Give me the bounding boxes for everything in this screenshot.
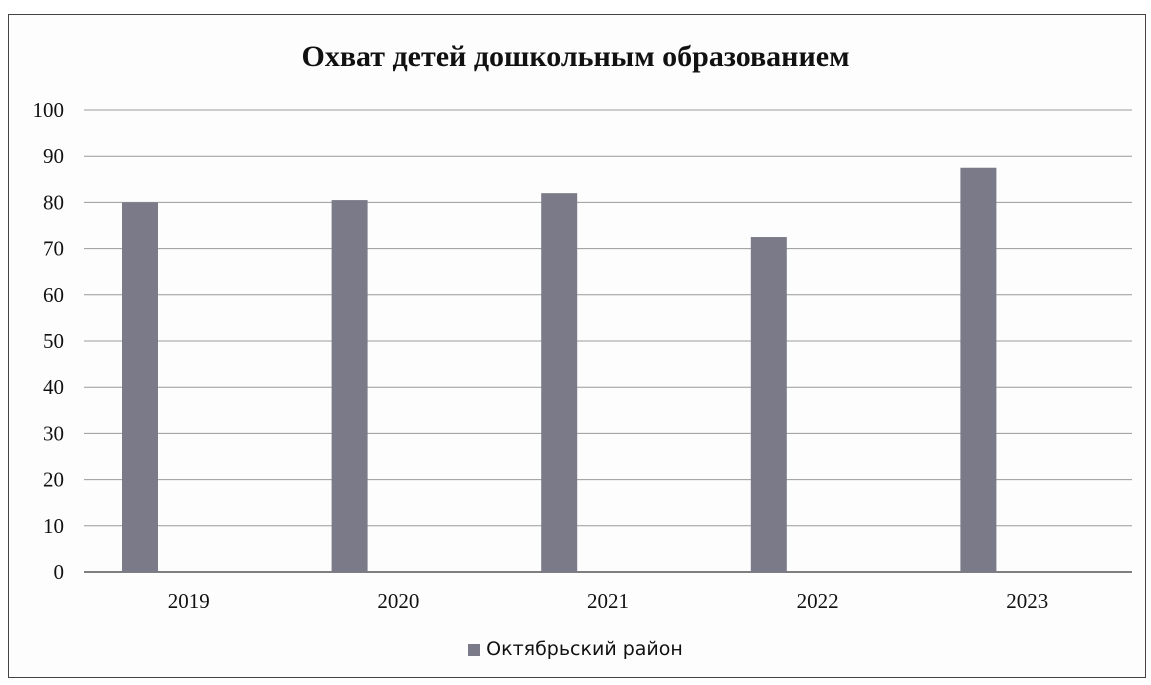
chart-title: Охват детей дошкольным образованием [301, 40, 850, 73]
y-tick-label: 0 [54, 560, 65, 584]
x-tick-label: 2022 [797, 589, 839, 613]
y-tick-label: 70 [43, 237, 64, 261]
x-tick-label: 2021 [587, 589, 629, 613]
bar-2019 [122, 202, 158, 572]
x-tick-label: 2019 [168, 589, 210, 613]
x-tick-label: 2020 [377, 589, 419, 613]
bar-2023 [960, 167, 997, 572]
y-tick-label: 20 [43, 468, 64, 492]
bar-2020 [331, 200, 368, 572]
legend-swatch [468, 644, 481, 656]
y-tick-label: 60 [43, 283, 64, 307]
x-tick-label: 2023 [1006, 589, 1048, 613]
y-tick-label: 100 [33, 98, 65, 122]
y-tick-label: 40 [43, 375, 64, 399]
y-tick-label: 10 [43, 514, 64, 538]
y-tick-label: 80 [43, 190, 64, 214]
y-tick-label: 30 [43, 421, 64, 445]
bar-2021 [541, 193, 578, 572]
chart-legend: Октябрьский район [0, 638, 1151, 660]
legend-label: Октябрьский район [486, 638, 683, 660]
y-tick-label: 50 [43, 329, 64, 353]
y-tick-label: 90 [43, 144, 64, 168]
bar-2022 [750, 237, 787, 573]
